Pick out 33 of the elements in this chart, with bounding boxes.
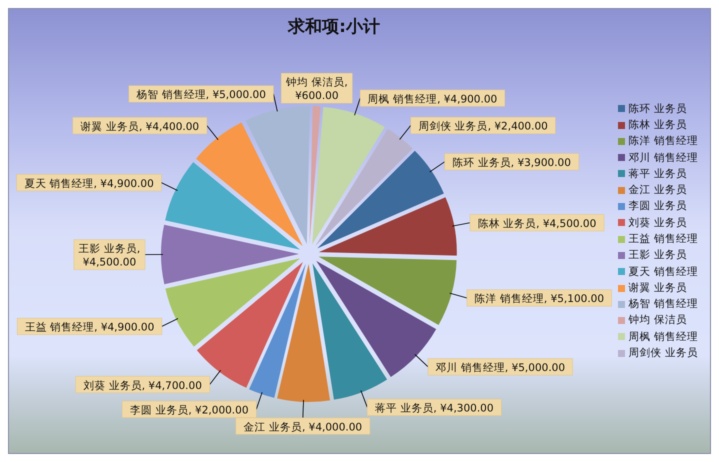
- data-label: 王益 销售经理, ¥4,900.00: [24, 322, 154, 334]
- legend-label: 王影 业务员: [628, 249, 687, 262]
- data-label: 金江 业务员, ¥4,000.00: [244, 420, 362, 434]
- legend-label: 周枫 销售经理: [628, 330, 698, 343]
- data-label: 陈林 业务员, ¥4,500.00: [478, 216, 596, 230]
- legend-label: 钟均 保洁员: [628, 314, 687, 326]
- chart-title: 求和项:小计: [286, 16, 381, 38]
- legend-label: 陈洋 销售经理: [628, 135, 698, 148]
- legend-label: 王益 销售经理: [628, 233, 698, 245]
- data-label: 谢翼 业务员, ¥4,400.00: [80, 120, 200, 133]
- data-label: 周枫 销售经理, ¥4,900.00: [368, 93, 498, 106]
- data-label: 王影 业务员, ¥4,500.00: [78, 242, 140, 269]
- data-label: 陈洋 销售经理, ¥5,100.00: [474, 293, 604, 306]
- data-label: 周剑侠 业务员, ¥2,400.00: [418, 120, 548, 133]
- data-label: 蒋平 业务员, ¥4,300.00: [375, 402, 494, 415]
- legend-label: 夏天 销售经理: [628, 266, 698, 278]
- data-label: 李圆 业务员, ¥2,000.00: [130, 404, 249, 417]
- legend-label: 金江 业务员: [628, 184, 687, 196]
- legend-label: 谢翼 业务员: [628, 282, 687, 294]
- legend-label: 周剑侠 业务员: [628, 347, 698, 360]
- legend-label: 陈林 业务员: [628, 118, 687, 131]
- legend-label: 李圆 业务员: [628, 200, 687, 212]
- data-label: 夏天 销售经理, ¥4,900.00: [24, 178, 154, 190]
- data-label: 刘葵 业务员, ¥4,700.00: [83, 378, 202, 392]
- legend-label: 蒋平 业务员: [628, 168, 687, 180]
- legend-label: 刘葵 业务员: [628, 216, 687, 229]
- data-label: 钟均 保洁员, ¥600.00: [284, 76, 348, 102]
- data-label: 杨智 销售经理, ¥5,000.00: [135, 89, 266, 102]
- data-label: 邓川 销售经理, ¥5,000.00: [436, 361, 566, 374]
- data-label: 陈环 业务员, ¥3,900.00: [452, 156, 571, 170]
- legend-label: 陈环 业务员: [628, 102, 687, 115]
- legend-label: 邓川 销售经理: [628, 152, 698, 164]
- legend-label: 杨智 销售经理: [628, 298, 698, 310]
